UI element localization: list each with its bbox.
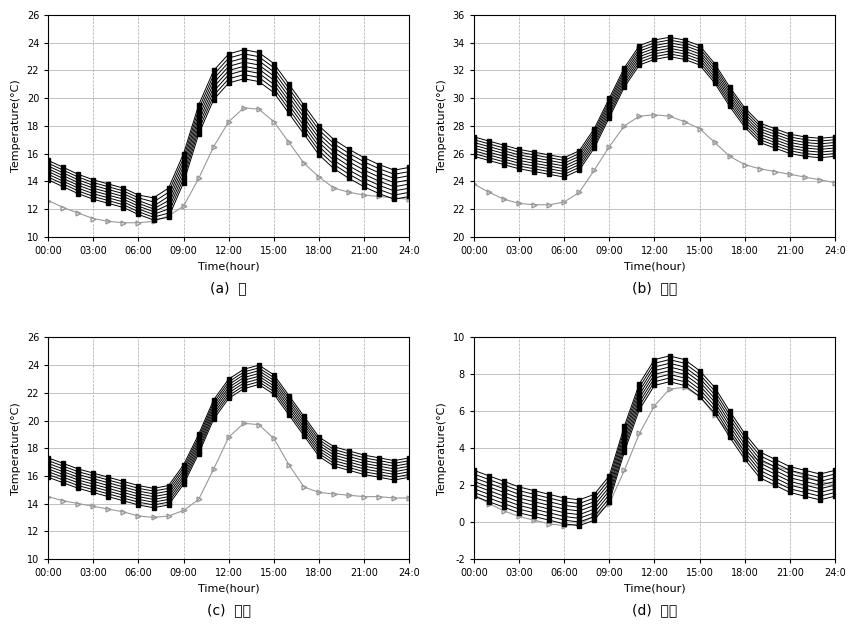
Y-axis label: Temperature(°C): Temperature(°C) xyxy=(11,80,21,172)
Text: (a)  봄: (a) 봄 xyxy=(211,281,247,295)
Text: (d)  겨울: (d) 겨울 xyxy=(632,604,677,617)
X-axis label: Time(hour): Time(hour) xyxy=(624,583,686,593)
Text: (c)  가을: (c) 가을 xyxy=(207,604,251,617)
X-axis label: Time(hour): Time(hour) xyxy=(198,261,260,271)
X-axis label: Time(hour): Time(hour) xyxy=(198,583,260,593)
Text: (b)  여름: (b) 여름 xyxy=(632,281,677,295)
Y-axis label: Temperature(°C): Temperature(°C) xyxy=(11,402,21,495)
Y-axis label: Temperature(°C): Temperature(°C) xyxy=(437,402,447,495)
Y-axis label: Temperature(°C): Temperature(°C) xyxy=(437,80,446,172)
X-axis label: Time(hour): Time(hour) xyxy=(624,261,686,271)
